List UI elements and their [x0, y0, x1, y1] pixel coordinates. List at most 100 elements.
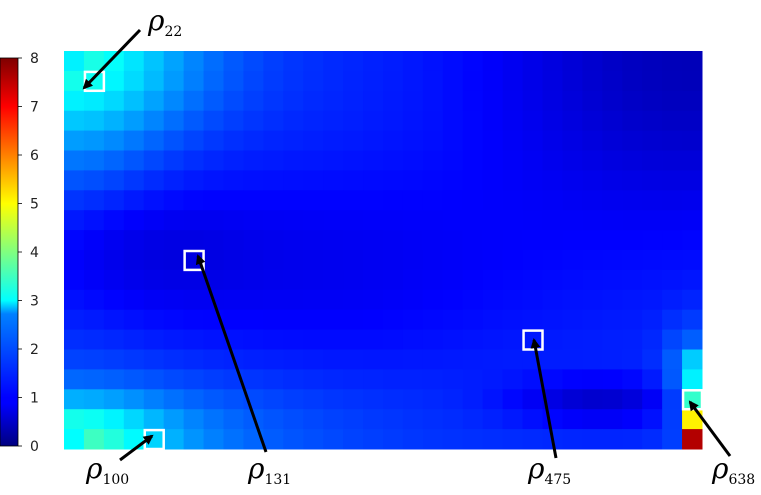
heatmap-cell	[303, 429, 324, 450]
heatmap-cell	[383, 269, 404, 291]
heatmap-cell	[602, 250, 623, 271]
heatmap-cell	[83, 51, 105, 72]
heatmap-cell	[243, 210, 264, 231]
heatmap-cell	[363, 70, 384, 92]
heatmap-cell	[243, 90, 264, 112]
heatmap-cell	[263, 210, 284, 231]
heatmap-cell	[582, 389, 603, 410]
heatmap-cell	[103, 329, 125, 350]
heatmap-cell	[662, 369, 683, 390]
heatmap-cell	[422, 409, 444, 430]
heatmap-cell	[602, 429, 623, 450]
heatmap-cell	[562, 250, 583, 271]
heatmap-cell	[462, 51, 484, 72]
heatmap-cell	[502, 369, 524, 390]
heatmap-cell	[103, 369, 125, 390]
heatmap-cell	[203, 250, 224, 271]
heatmap-cell	[442, 70, 464, 92]
heatmap-cell	[442, 369, 464, 390]
heatmap-cell	[502, 190, 524, 211]
heatmap-cell	[143, 329, 165, 350]
heatmap-cell	[103, 389, 125, 410]
heatmap-cell	[622, 70, 643, 92]
heatmap-cell	[642, 130, 663, 151]
heatmap-cell	[682, 150, 703, 171]
heatmap-cell	[482, 230, 504, 251]
annotations: ρ22 ρ100 ρ131 ρ475 ρ638	[82, 4, 755, 488]
heatmap-cell	[163, 349, 185, 370]
heatmap-cell	[502, 170, 524, 191]
heatmap-cell	[83, 70, 105, 92]
heatmap-cell	[283, 309, 304, 331]
heatmap-cell	[542, 190, 563, 211]
heatmap-cell	[622, 269, 643, 291]
heatmap-cell	[323, 90, 344, 112]
heatmap-cell	[682, 70, 703, 92]
heatmap-cell	[622, 190, 643, 211]
heatmap-cell	[183, 130, 205, 151]
heatmap-cell	[642, 90, 663, 112]
heatmap-cell	[323, 170, 344, 191]
heatmap-cell	[323, 369, 344, 390]
colorbar: 0 1 2 3 4 5 6 7 8	[0, 51, 39, 455]
heatmap-cell	[622, 130, 643, 151]
heatmap-cell	[103, 51, 125, 72]
heatmap-cell	[343, 389, 364, 410]
heatmap-cell	[263, 190, 284, 211]
heatmap-cell	[203, 230, 224, 251]
heatmap-cell	[642, 309, 663, 331]
heatmap-cell	[303, 389, 324, 410]
heatmap-cell	[482, 409, 504, 430]
heatmap-cell	[143, 349, 165, 370]
heatmap-cell	[562, 110, 583, 132]
heatmap-cell	[383, 70, 404, 92]
heatmap-cell	[642, 349, 663, 370]
heatmap-cell	[522, 110, 543, 132]
heatmap-cell	[223, 210, 244, 231]
heatmap-cell	[642, 329, 663, 350]
heatmap-cell	[502, 409, 524, 430]
heatmap-cell	[482, 210, 504, 231]
heatmap-cell	[83, 349, 105, 370]
heatmap-cell	[442, 289, 464, 311]
heatmap-cell	[602, 309, 623, 331]
heatmap-cell	[203, 90, 224, 112]
heatmap-cell	[303, 150, 324, 171]
heatmap-cell	[602, 269, 623, 291]
heatmap-cell	[323, 289, 344, 311]
heatmap-cell	[582, 289, 603, 311]
heatmap-cell	[642, 230, 663, 251]
heatmap-cell	[123, 349, 145, 370]
heatmap-cell	[383, 289, 404, 311]
heatmap-cell	[203, 70, 224, 92]
heatmap-cell	[482, 289, 504, 311]
heatmap-cell	[582, 230, 603, 251]
heatmap-cell	[243, 110, 264, 132]
heatmap-cell	[682, 210, 703, 231]
heatmap-cell	[622, 170, 643, 191]
heatmap-cell	[363, 409, 384, 430]
heatmap-cell	[602, 329, 623, 350]
heatmap-cell	[203, 150, 224, 171]
heatmap-cell	[522, 329, 543, 350]
heatmap-cell	[422, 389, 444, 410]
heatmap-cell	[363, 51, 384, 72]
heatmap-cell	[363, 190, 384, 211]
heatmap-cell	[482, 190, 504, 211]
heatmap-cell	[343, 150, 364, 171]
heatmap-cell	[482, 110, 504, 132]
heatmap-cell	[283, 90, 304, 112]
heatmap-cell	[64, 289, 85, 311]
heatmap-cell	[502, 389, 524, 410]
heatmap-cell	[383, 130, 404, 151]
heatmap-cell	[442, 250, 464, 271]
colorbar-tick-label: 6	[30, 148, 39, 164]
heatmap-cell	[343, 250, 364, 271]
heatmap-cell	[83, 110, 105, 132]
heatmap-cell	[422, 349, 444, 370]
heatmap-cell	[582, 250, 603, 271]
heatmap-cell	[143, 70, 165, 92]
heatmap-cell	[83, 329, 105, 350]
heatmap-cell	[622, 250, 643, 271]
heatmap-cell	[223, 429, 244, 450]
